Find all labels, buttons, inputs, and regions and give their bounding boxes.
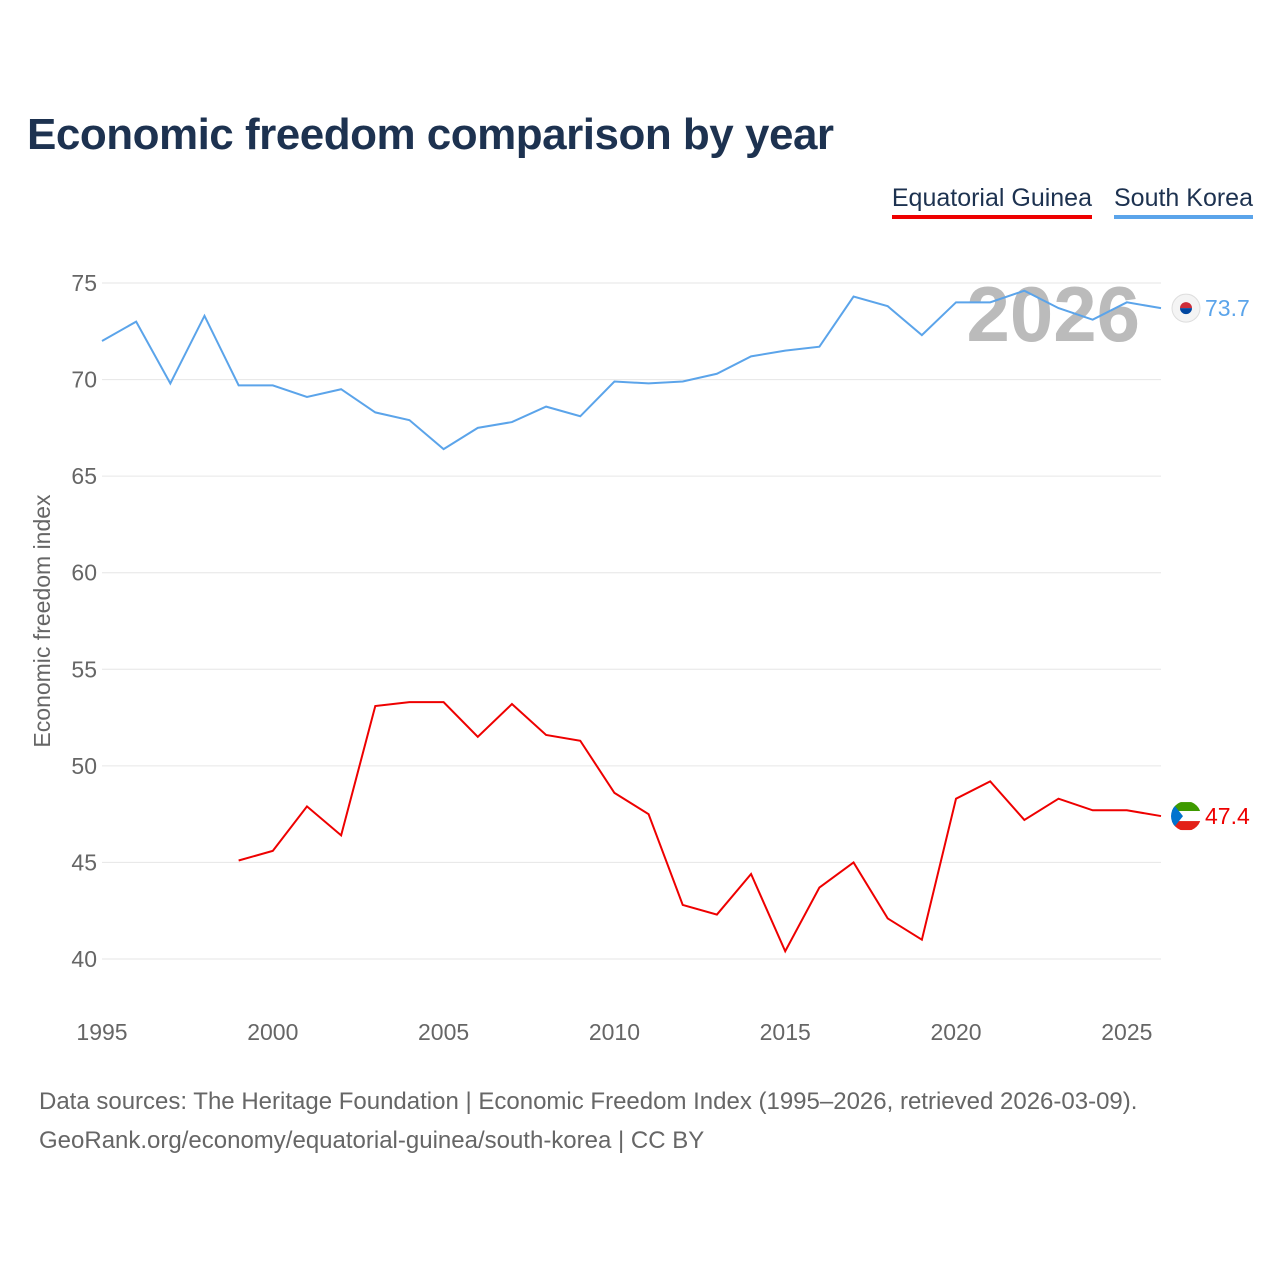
x-tick-label: 2000 <box>247 1019 298 1045</box>
y-tick-label: 40 <box>71 946 97 972</box>
end-value-label: 47.4 <box>1205 803 1250 829</box>
y-tick-label: 65 <box>71 463 97 489</box>
series-line-equatorial-guinea <box>238 701 1162 954</box>
series-line-south-korea <box>101 289 1162 451</box>
legend-south-korea[interactable]: South Korea <box>1114 184 1253 219</box>
x-tick-label: 2010 <box>589 1019 640 1045</box>
south-korea-flag-icon <box>1171 293 1201 323</box>
footer-link[interactable]: GeoRank.org/economy/equatorial-guinea/so… <box>39 1127 705 1154</box>
x-tick-label: 1995 <box>76 1019 127 1045</box>
x-tick-label: 2015 <box>760 1019 811 1045</box>
y-tick-label: 60 <box>71 560 97 586</box>
y-tick-label: 45 <box>71 849 97 875</box>
x-tick-label: 2005 <box>418 1019 469 1045</box>
y-axis-label: Economic freedom index <box>29 494 55 748</box>
y-tick-label: 75 <box>71 270 97 296</box>
footer-sources: Data sources: The Heritage Foundation | … <box>39 1088 1138 1115</box>
y-tick-label: 55 <box>71 656 97 682</box>
end-value-label: 73.7 <box>1205 295 1250 321</box>
chart-title: Economic freedom comparison by year <box>27 110 834 159</box>
x-tick-label: 2020 <box>930 1019 981 1045</box>
y-tick-label: 70 <box>71 367 97 393</box>
year-watermark: 2026 <box>966 270 1140 358</box>
equatorial-guinea-flag-icon <box>1171 801 1201 832</box>
y-tick-label: 50 <box>71 753 97 779</box>
legend-equatorial-guinea[interactable]: Equatorial Guinea <box>891 184 1092 219</box>
x-tick-label: 2025 <box>1101 1019 1152 1045</box>
